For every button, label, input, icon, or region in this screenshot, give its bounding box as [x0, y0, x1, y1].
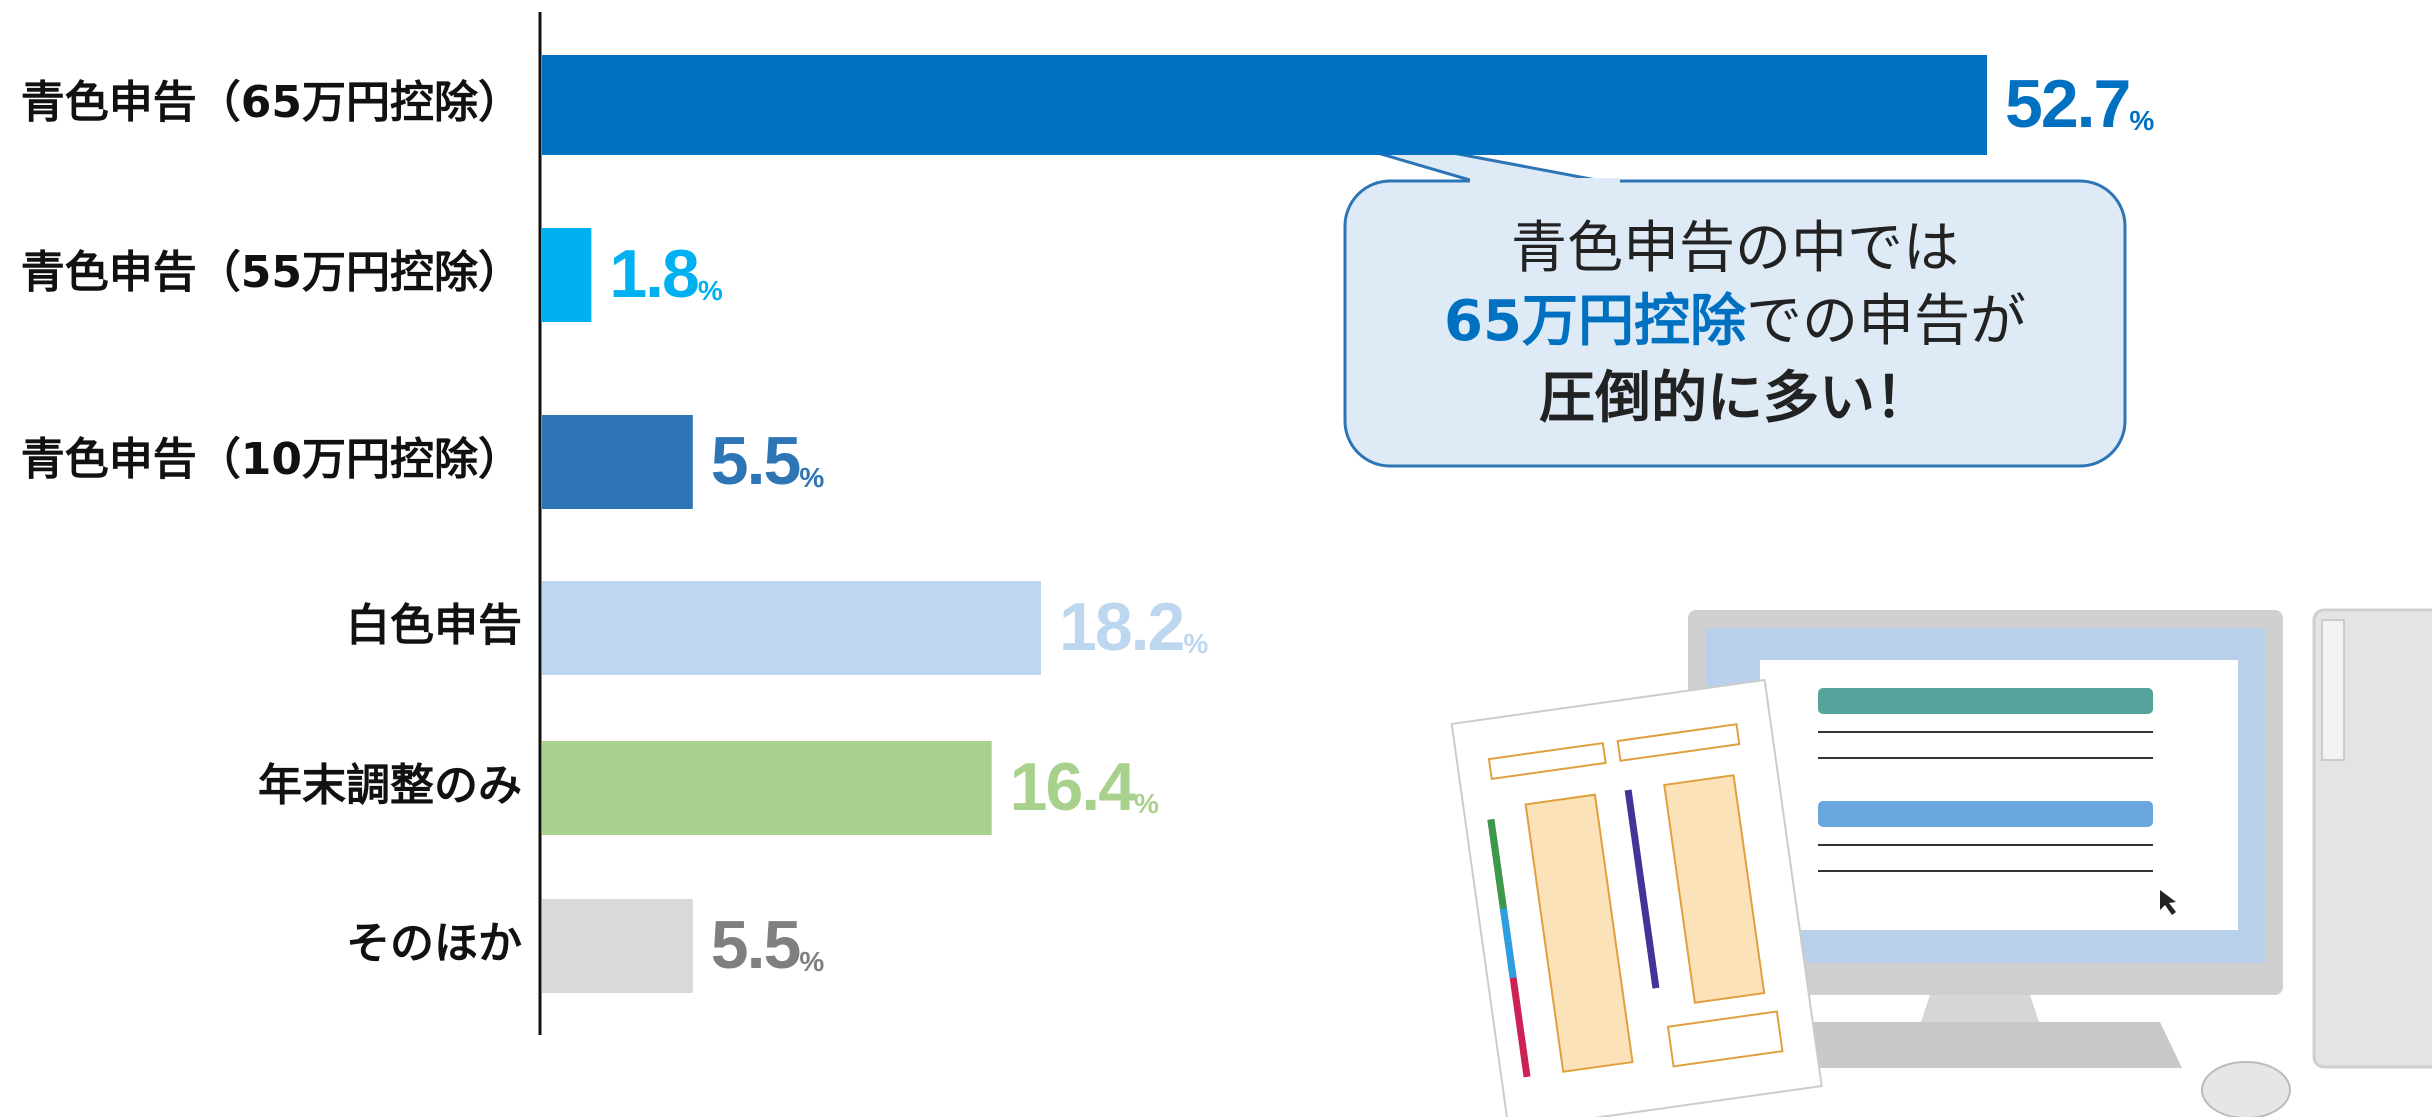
value-label: 1.8% — [609, 236, 723, 312]
callout-highlight: 65万円控除 — [1444, 289, 1747, 354]
category-label: 青色申告（10万円控除） — [21, 434, 522, 485]
category-label: 青色申告（55万円控除） — [21, 247, 522, 298]
callout: 青色申告の中では 65万円控除での申告が 圧倒的に多い！ — [1241, 113, 2125, 466]
value-unit: % — [698, 275, 723, 306]
value-unit: % — [799, 462, 824, 493]
value-label: 5.5% — [711, 423, 825, 499]
callout-text: での申告が — [1746, 289, 2026, 354]
bar — [542, 55, 1987, 155]
illustration — [1452, 610, 2432, 1117]
bar — [542, 228, 591, 322]
value-label: 5.5% — [711, 907, 825, 983]
category-label: そのほか — [346, 918, 522, 969]
callout-line: 圧倒的に多い！ — [1539, 366, 1931, 431]
bar — [542, 581, 1041, 675]
category-label: 白色申告 — [346, 600, 522, 651]
value-number: 52.7 — [2005, 66, 2129, 142]
value-label: 18.2% — [1059, 589, 1208, 665]
value-number: 5.5 — [711, 423, 800, 499]
value-number: 1.8 — [609, 236, 698, 312]
value-unit: % — [2129, 105, 2154, 136]
callout-line: 65万円控除での申告が — [1444, 289, 2026, 354]
value-number: 18.2 — [1059, 589, 1184, 665]
value-label: 52.7% — [2005, 66, 2154, 142]
value-unit: % — [1183, 628, 1208, 659]
bar — [542, 899, 693, 993]
category-label: 年末調整のみ — [258, 760, 522, 811]
value-number: 5.5 — [711, 907, 800, 983]
bar — [542, 415, 693, 509]
chart: 青色申告の中では 65万円控除での申告が 圧倒的に多い！ 青色申告（65万円控除… — [0, 0, 2432, 1117]
value-unit: % — [1134, 788, 1159, 819]
category-label: 青色申告（65万円控除） — [21, 77, 522, 128]
bar — [542, 741, 992, 835]
value-unit: % — [799, 946, 824, 977]
value-number: 16.4 — [1010, 749, 1137, 825]
value-label: 16.4% — [1010, 749, 1159, 825]
callout-line: 青色申告の中では — [1511, 216, 1959, 281]
